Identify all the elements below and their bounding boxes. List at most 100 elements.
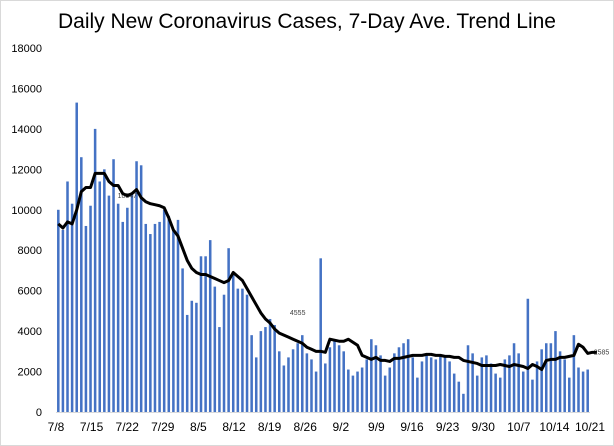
- bar: [167, 215, 171, 412]
- bar: [549, 343, 553, 412]
- bar: [126, 207, 129, 412]
- bar: [236, 288, 240, 412]
- bar: [572, 335, 576, 412]
- bar: [195, 302, 198, 412]
- bar: [554, 331, 557, 412]
- bar: [296, 343, 299, 412]
- bar: [558, 351, 562, 412]
- x-tick-label: 8/5: [190, 420, 207, 434]
- y-tick-label: 10000: [11, 205, 42, 217]
- bar: [103, 169, 106, 412]
- bar: [282, 365, 286, 412]
- bar: [305, 353, 309, 412]
- y-tick-label: 6000: [18, 286, 42, 298]
- bar: [273, 325, 276, 412]
- bar: [80, 157, 83, 412]
- bar: [310, 359, 313, 412]
- bar: [250, 335, 253, 412]
- bar: [153, 223, 157, 412]
- y-tick-label: 4000: [18, 326, 42, 338]
- bar: [411, 357, 415, 412]
- bar: [393, 353, 396, 412]
- bar: [130, 193, 134, 412]
- bar: [61, 230, 65, 412]
- data-label: 4555: [290, 310, 306, 317]
- bar: [204, 256, 207, 412]
- bar: [503, 359, 507, 412]
- y-tick-label: 16000: [11, 83, 42, 95]
- bar: [190, 300, 194, 412]
- bar: [365, 359, 368, 412]
- bar: [568, 377, 571, 412]
- bar: [577, 367, 580, 412]
- chart-title: Daily New Coronavirus Cases, 7-Day Ave. …: [57, 10, 556, 33]
- bar: [489, 363, 493, 412]
- bar: [291, 349, 295, 412]
- x-tick-label: 9/9: [368, 420, 385, 434]
- x-tick-label: 10/14: [539, 420, 569, 434]
- x-tick-label: 8/12: [222, 420, 246, 434]
- bar: [434, 359, 438, 412]
- trend-line: [57, 171, 597, 372]
- bar: [333, 339, 336, 412]
- bar: [452, 373, 456, 412]
- x-tick-label: 7/15: [80, 420, 104, 434]
- data-label: 2585: [594, 350, 610, 357]
- bar: [324, 363, 327, 412]
- bar: [402, 343, 405, 412]
- bar: [416, 377, 419, 412]
- bar: [370, 339, 373, 412]
- bar: [208, 240, 212, 412]
- bar: [475, 375, 479, 412]
- bar: [406, 339, 410, 412]
- bar: [231, 274, 235, 412]
- bar: [351, 375, 355, 412]
- bar: [116, 203, 120, 412]
- bar: [379, 355, 382, 412]
- bar: [245, 294, 249, 412]
- y-axis-tick-labels: 0 2000 4000 6000 8000 10000 12000 14000 16000 180…: [11, 43, 42, 419]
- x-tick-label: 7/29: [151, 420, 175, 434]
- bar: [535, 361, 539, 412]
- bar: [112, 159, 115, 412]
- bar: [494, 373, 497, 412]
- bar: [462, 393, 465, 412]
- bar: [545, 343, 548, 412]
- bar: [498, 377, 502, 412]
- bar: [98, 181, 101, 412]
- bar: [185, 314, 189, 412]
- bar: [254, 357, 258, 412]
- y-tick-label: 18000: [11, 43, 42, 55]
- bar-series: [57, 102, 589, 412]
- bar: [158, 221, 161, 412]
- bar: [107, 195, 111, 412]
- y-tick-label: 12000: [11, 164, 42, 176]
- bar: [517, 353, 520, 412]
- bar: [485, 355, 488, 412]
- bar: [139, 165, 143, 412]
- bar: [526, 298, 530, 412]
- bar: [213, 286, 217, 412]
- bar: [342, 351, 345, 412]
- bar: [563, 359, 566, 412]
- bar: [75, 102, 78, 412]
- bar: [84, 225, 88, 412]
- bar: [457, 381, 461, 412]
- x-tick-label: 9/2: [332, 420, 349, 434]
- x-tick-label: 7/22: [116, 420, 140, 434]
- bar: [471, 353, 474, 412]
- bar: [388, 367, 392, 412]
- bar: [448, 361, 451, 412]
- bar: [227, 248, 230, 412]
- bar: [70, 203, 74, 412]
- bar: [540, 349, 543, 412]
- x-tick-label: 9/16: [400, 420, 424, 434]
- bar: [425, 355, 428, 412]
- y-tick-label: 8000: [18, 245, 42, 257]
- bar: [287, 357, 290, 412]
- x-tick-label: 7/8: [48, 420, 65, 434]
- bar: [383, 375, 387, 412]
- bar: [508, 355, 511, 412]
- bar: [181, 268, 184, 412]
